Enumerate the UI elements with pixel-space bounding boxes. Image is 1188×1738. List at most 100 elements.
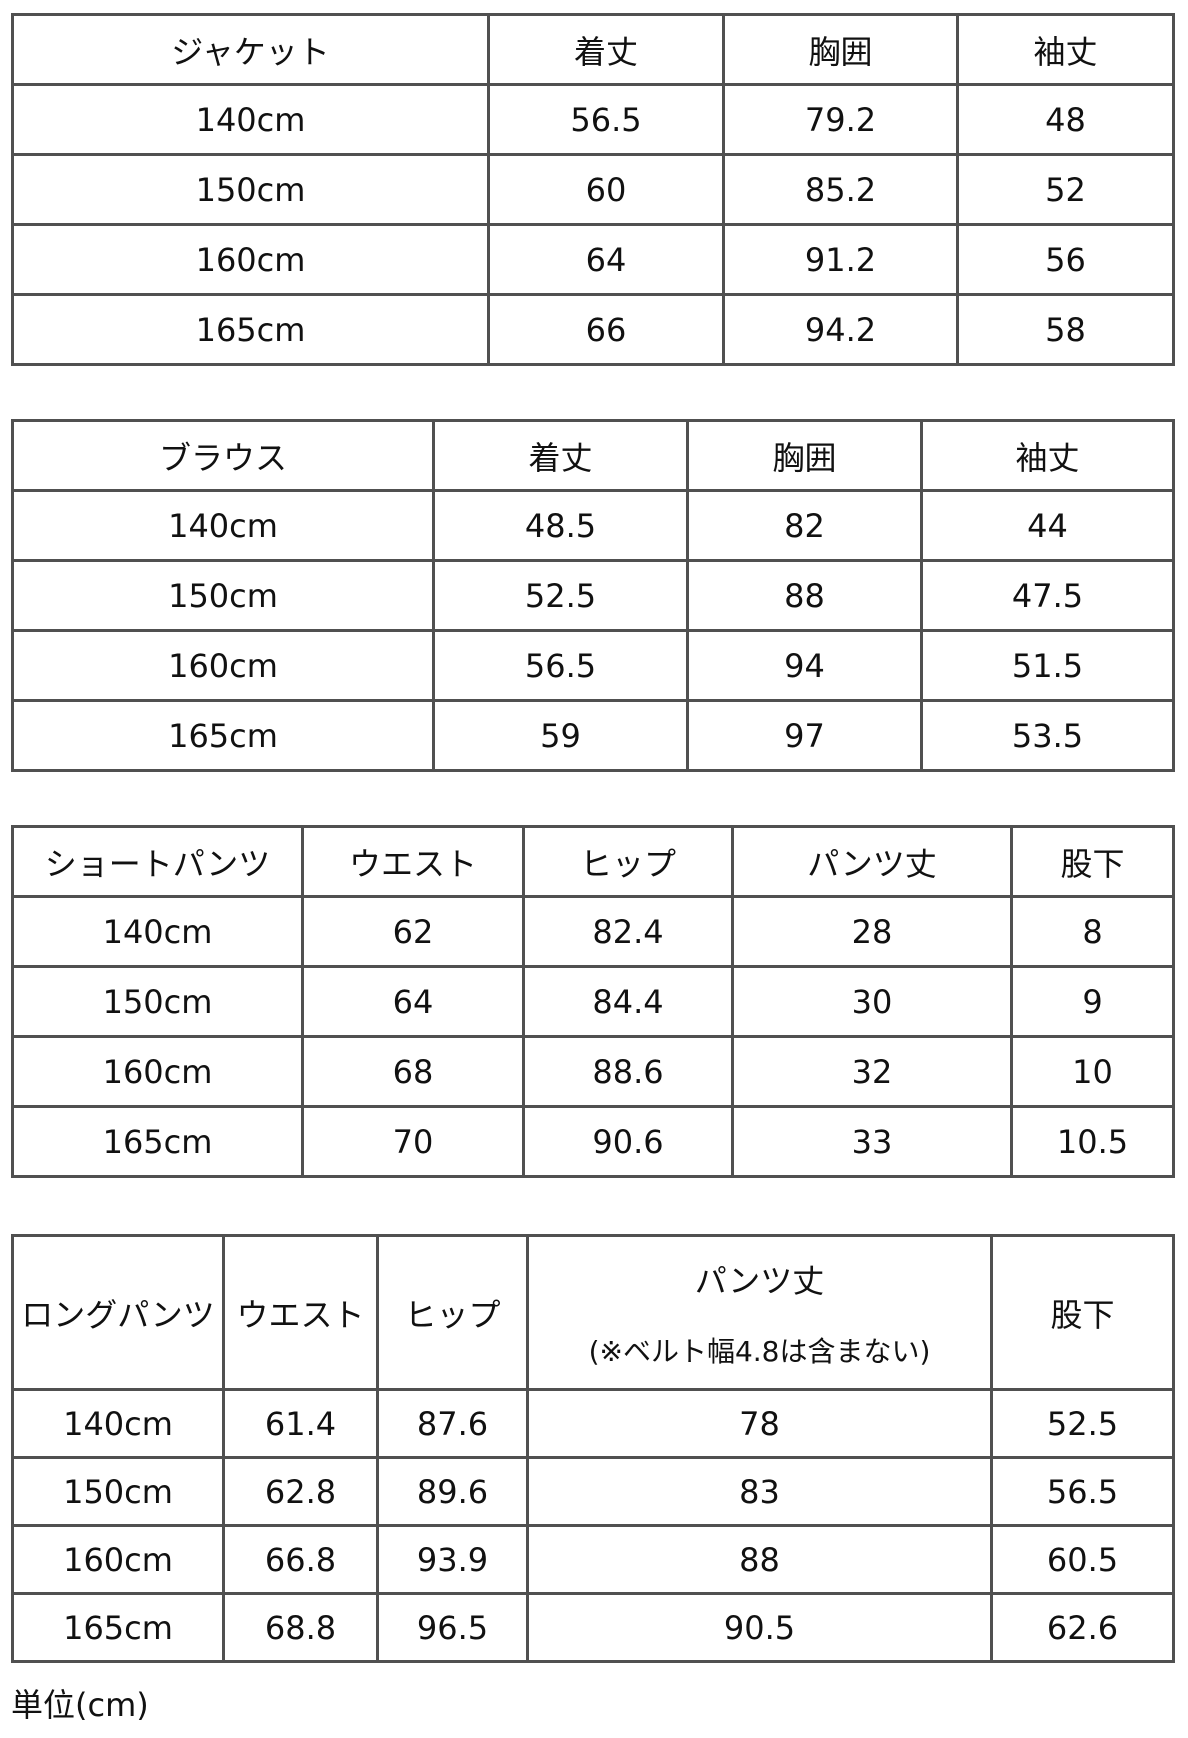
header-cell: 袖丈 [956, 13, 1175, 86]
value-cell: 90.5 [526, 1592, 993, 1663]
value-cell: 58 [956, 293, 1175, 366]
size-cell: 150cm [11, 153, 490, 226]
value-cell: 79.2 [722, 83, 959, 156]
value-cell: 82 [686, 489, 923, 562]
header-cell: ロングパンツ [11, 1234, 225, 1391]
value-cell: 78 [526, 1388, 993, 1459]
value-cell: 32 [731, 1035, 1013, 1108]
header-row: ショートパンツ ウエスト ヒップ パンツ丈 股下 [11, 825, 1175, 898]
value-cell: 66.8 [222, 1524, 379, 1595]
header-label: パンツ丈 [694, 1261, 825, 1300]
table-row: 160cm 64 91.2 56 [11, 223, 1175, 296]
value-cell: 59 [432, 699, 689, 772]
size-cell: 150cm [11, 559, 435, 632]
value-cell: 88 [526, 1524, 993, 1595]
header-cell: 股下 [1010, 825, 1175, 898]
value-cell: 87.6 [376, 1388, 529, 1459]
value-cell: 10.5 [1010, 1105, 1175, 1178]
jacket-size-table: ジャケット 着丈 胸囲 袖丈 140cm 56.5 79.2 48 150cm 60 85.2 52 1… [11, 13, 1175, 366]
value-cell: 64 [487, 223, 725, 296]
value-cell: 9 [1010, 965, 1175, 1038]
long-pants-size-table: ロングパンツ ウエスト ヒップ パンツ丈 (※ベルト幅4.8は含まない) 股下 140cm 6… [11, 1234, 1175, 1663]
header-row: ジャケット 着丈 胸囲 袖丈 [11, 13, 1175, 86]
header-cell: パンツ丈 (※ベルト幅4.8は含まない) [526, 1234, 993, 1391]
value-cell: 62.6 [990, 1592, 1175, 1663]
size-cell: 160cm [11, 1035, 304, 1108]
header-cell: ウエスト [222, 1234, 379, 1391]
value-cell: 93.9 [376, 1524, 529, 1595]
value-cell: 96.5 [376, 1592, 529, 1663]
header-row: ブラウス 着丈 胸囲 袖丈 [11, 419, 1175, 492]
value-cell: 91.2 [722, 223, 959, 296]
value-cell: 56 [956, 223, 1175, 296]
value-cell: 90.6 [522, 1105, 734, 1178]
value-cell: 62.8 [222, 1456, 379, 1527]
value-cell: 94 [686, 629, 923, 702]
value-cell: 89.6 [376, 1456, 529, 1527]
value-cell: 52.5 [432, 559, 689, 632]
size-cell: 160cm [11, 629, 435, 702]
header-cell: 袖丈 [920, 419, 1175, 492]
value-cell: 70 [301, 1105, 525, 1178]
table-row: 140cm 61.4 87.6 78 52.5 [11, 1388, 1175, 1459]
value-cell: 66 [487, 293, 725, 366]
unit-note: 単位(cm) [11, 1686, 149, 1724]
table-row: 165cm 59 97 53.5 [11, 699, 1175, 772]
value-cell: 52.5 [990, 1388, 1175, 1459]
table-row: 150cm 52.5 88 47.5 [11, 559, 1175, 632]
header-cell: ブラウス [11, 419, 435, 492]
value-cell: 28 [731, 895, 1013, 968]
header-row: ロングパンツ ウエスト ヒップ パンツ丈 (※ベルト幅4.8は含まない) 股下 [11, 1234, 1175, 1391]
value-cell: 56.5 [990, 1456, 1175, 1527]
value-cell: 30 [731, 965, 1013, 1038]
table-row: 140cm 56.5 79.2 48 [11, 83, 1175, 156]
belt-width-note: (※ベルト幅4.8は含まない) [588, 1334, 931, 1368]
short-pants-size-table: ショートパンツ ウエスト ヒップ パンツ丈 股下 140cm 62 82.4 28 8 150cm 6… [11, 825, 1175, 1178]
value-cell: 48.5 [432, 489, 689, 562]
value-cell: 88.6 [522, 1035, 734, 1108]
value-cell: 61.4 [222, 1388, 379, 1459]
value-cell: 97 [686, 699, 923, 772]
value-cell: 44 [920, 489, 1175, 562]
size-cell: 150cm [11, 1456, 225, 1527]
blouse-size-table: ブラウス 着丈 胸囲 袖丈 140cm 48.5 82 44 150cm 52.5 88 47.5 16… [11, 419, 1175, 772]
header-cell: 胸囲 [722, 13, 959, 86]
value-cell: 47.5 [920, 559, 1175, 632]
table-row: 140cm 62 82.4 28 8 [11, 895, 1175, 968]
value-cell: 60 [487, 153, 725, 226]
header-cell: ヒップ [522, 825, 734, 898]
size-cell: 165cm [11, 293, 490, 366]
value-cell: 83 [526, 1456, 993, 1527]
value-cell: 68.8 [222, 1592, 379, 1663]
header-cell: ジャケット [11, 13, 490, 86]
table-row: 160cm 66.8 93.9 88 60.5 [11, 1524, 1175, 1595]
value-cell: 52 [956, 153, 1175, 226]
value-cell: 8 [1010, 895, 1175, 968]
table-row: 150cm 62.8 89.6 83 56.5 [11, 1456, 1175, 1527]
value-cell: 82.4 [522, 895, 734, 968]
table-row: 140cm 48.5 82 44 [11, 489, 1175, 562]
value-cell: 56.5 [432, 629, 689, 702]
size-cell: 150cm [11, 965, 304, 1038]
table-row: 160cm 68 88.6 32 10 [11, 1035, 1175, 1108]
table-row: 160cm 56.5 94 51.5 [11, 629, 1175, 702]
value-cell: 88 [686, 559, 923, 632]
size-cell: 160cm [11, 223, 490, 296]
value-cell: 85.2 [722, 153, 959, 226]
size-cell: 165cm [11, 1105, 304, 1178]
header-cell: 着丈 [487, 13, 725, 86]
size-cell: 140cm [11, 895, 304, 968]
table-row: 165cm 68.8 96.5 90.5 62.6 [11, 1592, 1175, 1663]
size-cell: 140cm [11, 1388, 225, 1459]
header-cell: 胸囲 [686, 419, 923, 492]
header-cell: ヒップ [376, 1234, 529, 1391]
size-cell: 165cm [11, 1592, 225, 1663]
value-cell: 60.5 [990, 1524, 1175, 1595]
table-row: 165cm 70 90.6 33 10.5 [11, 1105, 1175, 1178]
value-cell: 33 [731, 1105, 1013, 1178]
value-cell: 84.4 [522, 965, 734, 1038]
value-cell: 64 [301, 965, 525, 1038]
value-cell: 53.5 [920, 699, 1175, 772]
size-cell: 140cm [11, 83, 490, 156]
value-cell: 48 [956, 83, 1175, 156]
